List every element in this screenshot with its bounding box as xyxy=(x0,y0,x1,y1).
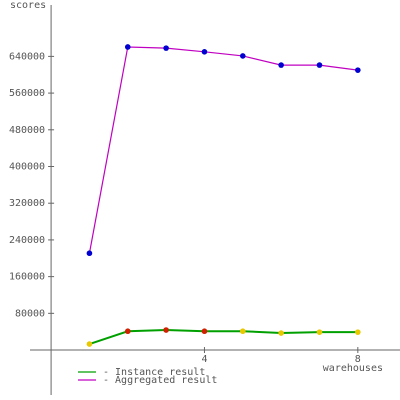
data-point xyxy=(86,341,93,347)
data-point xyxy=(124,328,131,335)
y-axis-label: scores xyxy=(10,0,46,11)
data-point xyxy=(163,45,169,51)
x-tick-label: 4 xyxy=(201,354,207,365)
data-point xyxy=(124,44,131,50)
legend-label: - Aggregated result xyxy=(103,375,217,386)
y-tick-label: 400000 xyxy=(9,162,45,173)
data-point xyxy=(239,53,246,59)
data-point xyxy=(201,328,208,335)
y-tick-label: 640000 xyxy=(9,51,45,62)
x-tick-label: 8 xyxy=(355,354,361,365)
data-point xyxy=(316,62,323,68)
data-point xyxy=(201,49,208,55)
data-point xyxy=(239,328,246,335)
y-tick-label: 560000 xyxy=(9,88,45,99)
series-line xyxy=(89,329,358,346)
y-tick-label: 80000 xyxy=(15,308,45,319)
data-point xyxy=(278,62,284,68)
y-tick-label: 480000 xyxy=(9,125,45,136)
y-tick-label: 240000 xyxy=(9,235,45,246)
y-tick-label: 160000 xyxy=(9,272,45,283)
data-point xyxy=(316,329,323,335)
data-point xyxy=(355,67,361,73)
legend-label: - Instance result xyxy=(103,367,205,378)
series-line xyxy=(88,46,358,254)
x-axis-label: warehouses xyxy=(323,363,383,374)
data-point xyxy=(278,330,284,336)
y-tick-label: 320000 xyxy=(9,198,45,209)
data-point xyxy=(355,329,361,335)
data-point xyxy=(86,250,93,257)
data-point xyxy=(163,327,169,333)
